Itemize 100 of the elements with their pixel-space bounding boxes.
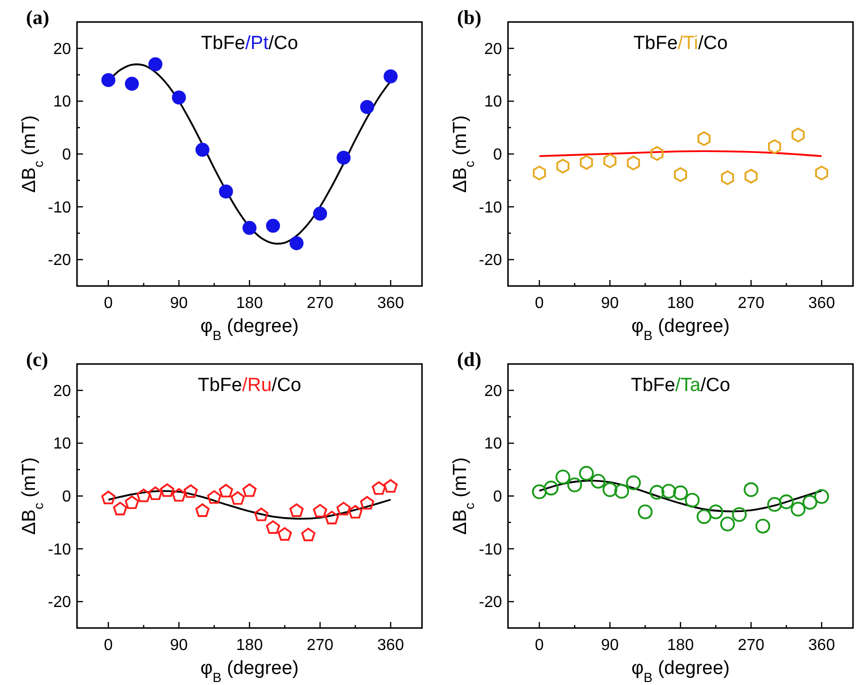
x-tick-label: 360 bbox=[808, 295, 836, 312]
point bbox=[696, 509, 712, 524]
x-axis-title: φ$_{B}$ (degree) bbox=[631, 316, 730, 342]
x-tick-label: 360 bbox=[377, 295, 404, 312]
point bbox=[790, 502, 806, 517]
point bbox=[732, 507, 747, 522]
point bbox=[218, 184, 233, 198]
point bbox=[778, 494, 794, 510]
point bbox=[721, 170, 734, 186]
point bbox=[101, 73, 116, 88]
point bbox=[802, 494, 818, 510]
y-tick-label: 10 bbox=[53, 94, 72, 111]
point bbox=[266, 218, 280, 233]
point bbox=[661, 484, 676, 499]
point bbox=[814, 489, 830, 504]
x-tick-label: 90 bbox=[170, 295, 188, 312]
x-tick-label: 0 bbox=[534, 637, 544, 654]
point bbox=[289, 503, 304, 517]
x-tick-label: 270 bbox=[306, 637, 334, 654]
x-tick-label: 0 bbox=[104, 295, 113, 312]
point bbox=[184, 484, 198, 498]
y-tick-label: 0 bbox=[493, 146, 502, 164]
text: (d) bbox=[457, 349, 482, 371]
point bbox=[278, 527, 292, 541]
text: (c) bbox=[26, 349, 48, 371]
line-series bbox=[538, 480, 823, 512]
point bbox=[755, 518, 770, 534]
point bbox=[602, 482, 618, 498]
y-tick-label: -10 bbox=[48, 541, 72, 558]
point bbox=[555, 470, 570, 484]
point bbox=[768, 139, 782, 154]
y-tick-label: 0 bbox=[493, 488, 502, 506]
y-tick-label: 20 bbox=[484, 40, 502, 58]
point bbox=[290, 236, 304, 250]
point bbox=[360, 100, 374, 114]
point bbox=[301, 528, 316, 542]
point bbox=[313, 206, 328, 221]
x-tick-label: 180 bbox=[667, 295, 694, 312]
point bbox=[136, 488, 151, 502]
point bbox=[101, 490, 116, 504]
point bbox=[567, 478, 582, 492]
point bbox=[195, 142, 210, 157]
point bbox=[348, 504, 362, 519]
point bbox=[792, 128, 805, 142]
point bbox=[744, 168, 758, 184]
x-tick-label: 360 bbox=[808, 637, 836, 654]
point bbox=[336, 502, 351, 516]
point bbox=[324, 510, 339, 524]
x-tick-label: 180 bbox=[667, 637, 694, 654]
y-tick-label: -10 bbox=[48, 199, 72, 216]
x-tick-label: 90 bbox=[601, 637, 619, 654]
point bbox=[744, 482, 758, 498]
text: TbFe/Ta/Co bbox=[630, 375, 730, 396]
point bbox=[708, 504, 724, 520]
x-tick-label: 90 bbox=[170, 637, 188, 654]
point bbox=[207, 490, 222, 504]
point bbox=[360, 496, 374, 510]
point bbox=[148, 57, 162, 72]
point bbox=[815, 166, 828, 180]
y-tick-label: 10 bbox=[53, 436, 72, 453]
x-axis-title: φ$_{B}$ (degree) bbox=[200, 316, 299, 342]
point bbox=[372, 481, 386, 495]
point bbox=[312, 504, 328, 518]
point bbox=[579, 466, 594, 481]
point bbox=[230, 491, 245, 505]
point bbox=[650, 146, 664, 161]
y-tick-label: -20 bbox=[478, 252, 502, 270]
x-tick-label: 180 bbox=[236, 295, 263, 312]
point bbox=[697, 131, 711, 146]
y-tick-label: 20 bbox=[53, 382, 72, 400]
point bbox=[113, 502, 128, 516]
point bbox=[626, 156, 640, 170]
text: TbFe/Ti/Co bbox=[633, 33, 728, 54]
x-axis-title: φ$_{B}$ (degree) bbox=[200, 658, 299, 684]
point bbox=[614, 484, 630, 499]
y-tick-label: -20 bbox=[48, 252, 72, 270]
y-tick-label: 0 bbox=[62, 146, 72, 164]
point bbox=[684, 492, 700, 508]
point bbox=[532, 484, 547, 500]
point bbox=[384, 479, 398, 493]
point bbox=[556, 158, 570, 174]
y-tick-label: -20 bbox=[478, 594, 502, 612]
x-tick-label: 90 bbox=[601, 295, 619, 312]
point bbox=[148, 486, 162, 500]
point bbox=[532, 166, 546, 180]
text: TbFe/Ru/Co bbox=[198, 375, 302, 396]
y-tick-label: 0 bbox=[62, 488, 72, 506]
point bbox=[674, 167, 688, 182]
text: (b) bbox=[457, 7, 482, 29]
point bbox=[336, 150, 351, 165]
x-tick-label: 270 bbox=[306, 295, 334, 312]
y-tick-label: -10 bbox=[478, 199, 502, 216]
point bbox=[590, 474, 606, 489]
text: (a) bbox=[26, 7, 50, 29]
point bbox=[767, 497, 782, 512]
y-tick-label: 20 bbox=[484, 382, 502, 400]
x-tick-label: 360 bbox=[377, 637, 404, 654]
text: TbFe/Pt/Co bbox=[200, 33, 298, 54]
x-axis-title: φ$_{B}$ (degree) bbox=[631, 658, 730, 684]
y-tick-label: 10 bbox=[484, 94, 502, 111]
